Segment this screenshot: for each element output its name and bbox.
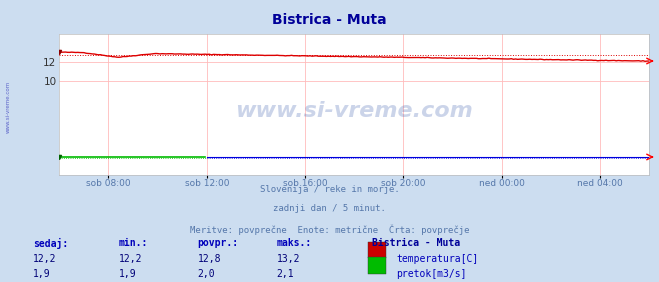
Text: www.si-vreme.com: www.si-vreme.com — [235, 102, 473, 121]
Text: maks.:: maks.: — [277, 238, 312, 248]
Text: 12,8: 12,8 — [198, 254, 221, 264]
Text: 13,2: 13,2 — [277, 254, 301, 264]
Text: povpr.:: povpr.: — [198, 238, 239, 248]
Text: Meritve: povprečne  Enote: metrične  Črta: povprečje: Meritve: povprečne Enote: metrične Črta:… — [190, 224, 469, 235]
Text: 2,1: 2,1 — [277, 269, 295, 279]
Text: sedaj:: sedaj: — [33, 238, 68, 249]
Text: Slovenija / reke in morje.: Slovenija / reke in morje. — [260, 185, 399, 194]
Text: Bistrica - Muta: Bistrica - Muta — [272, 13, 387, 27]
Text: Bistrica - Muta: Bistrica - Muta — [372, 238, 461, 248]
Text: 12,2: 12,2 — [119, 254, 142, 264]
Text: temperatura[C]: temperatura[C] — [396, 254, 478, 264]
Text: 2,0: 2,0 — [198, 269, 215, 279]
Text: 1,9: 1,9 — [33, 269, 51, 279]
Text: zadnji dan / 5 minut.: zadnji dan / 5 minut. — [273, 204, 386, 213]
Text: www.si-vreme.com: www.si-vreme.com — [6, 81, 11, 133]
Text: 1,9: 1,9 — [119, 269, 136, 279]
Text: min.:: min.: — [119, 238, 148, 248]
Text: pretok[m3/s]: pretok[m3/s] — [396, 269, 467, 279]
Text: 12,2: 12,2 — [33, 254, 57, 264]
